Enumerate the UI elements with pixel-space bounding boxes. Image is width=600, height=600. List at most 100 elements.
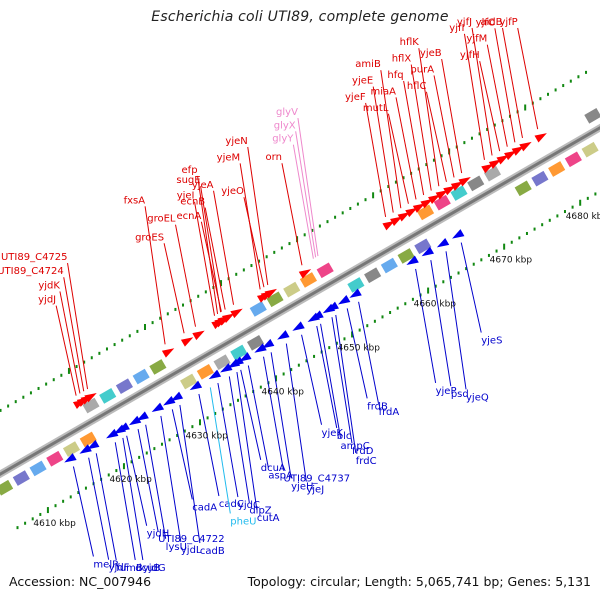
reverse-gene-leader [263,356,285,471]
tick-mark [136,329,139,333]
reverse-gene-arrow [117,422,130,432]
reverse-gene-leader [160,415,182,543]
forward-gene-arrow [260,291,274,301]
forward-gene-arrow [84,392,97,403]
tick-mark [503,243,506,250]
reverse-gene-label: blc [337,431,352,442]
gene-box [414,238,432,255]
tick-mark [282,372,285,376]
reverse-gene-arrow [254,343,267,353]
reverse-gene-leader [217,382,239,498]
tick-mark [7,404,10,408]
tick-mark [237,398,240,402]
forward-gene-arrow [382,220,395,231]
gene-box [581,141,599,158]
reverse-gene-leader [88,457,110,560]
forward-gene-arrow [390,216,403,226]
reverse-gene-leader [95,453,117,561]
reverse-gene-arrow [277,330,290,340]
reverse-gene-label: yjdL [181,545,202,556]
gene-box [46,450,64,467]
gene-box [299,272,318,288]
reverse-gene-label: yjeS [481,336,502,347]
reverse-gene-label: frdD [352,446,374,457]
reverse-gene-label: cutA [257,513,280,524]
rna-gene-label: glyX [274,120,296,131]
tick-mark [37,386,40,390]
tick-mark [204,290,207,294]
tick-mark [349,206,352,210]
forward-gene-leader [479,60,501,152]
tick-mark [548,218,551,222]
rna-gene-label: glyY [272,134,294,145]
forward-gene-leader [194,201,216,316]
tick-mark [541,223,544,227]
reverse-gene-arrow [436,237,450,248]
reverse-gene-arrow [106,428,119,439]
forward-gene-arrow [458,176,471,187]
reverse-gene-leader [415,268,437,383]
forward-gene-arrow [192,330,205,341]
gene-box [531,170,549,187]
reverse-gene-label: yjeH [291,481,313,492]
reverse-gene-arrow [292,321,305,331]
forward-gene-leader [281,163,303,266]
genome-summary-label: Topology: circular; Length: 5,065,741 bp… [247,574,591,589]
forward-gene-leader [55,305,77,396]
scale-label: 4620 kbp [109,475,152,485]
tick-mark [539,97,542,101]
reverse-gene-leader [179,404,201,544]
reverse-gene-label: aspA [268,470,293,481]
tick-mark [258,259,261,263]
tick-mark [524,104,527,111]
reverse-gene-arrow [311,310,324,320]
reverse-gene-arrow [326,301,339,312]
gene-box [467,175,485,192]
forward-gene-label: hflC [407,81,427,92]
reverse-gene-leader [301,334,323,425]
tick-mark [318,224,321,228]
tick-mark [160,442,163,446]
tick-mark [465,267,468,271]
reverse-gene-label: cadC [219,499,244,510]
tick-mark [229,403,232,407]
forward-gene-arrow [405,207,418,218]
forward-gene-arrow [435,190,449,200]
reverse-gene-arrow [87,439,100,450]
tick-mark [335,341,338,345]
reverse-gene-arrow [136,411,149,421]
reverse-gene-leader [460,242,482,333]
reverse-gene-leader [247,365,269,468]
reverse-gene-leader [445,251,467,390]
tick-mark [105,347,108,351]
reverse-gene-leader [145,424,167,539]
tick-mark [411,297,414,301]
forward-gene-label: yjeI [177,191,195,202]
tick-mark [168,438,171,442]
tick-mark [197,294,200,298]
gene-box [380,257,398,274]
reverse-gene-arrow [128,415,142,426]
tick-mark [470,136,473,140]
reverse-gene-arrow [421,246,435,257]
tick-mark [303,233,306,237]
tick-mark [280,246,283,250]
gene-box [433,194,451,211]
tick-mark [130,460,133,464]
forward-gene-label: yjeA [192,180,214,191]
forward-gene-label: yjfM [466,34,487,45]
tick-mark [440,154,443,158]
reverse-gene-arrow [151,402,165,413]
reverse-gene-leader [137,429,159,532]
forward-gene-label: efp [182,165,198,176]
tick-mark [83,360,86,364]
map-title: Escherichia coli UTI89, complete genome [151,9,449,25]
forward-gene-leader [471,27,493,156]
reverse-gene-leader [126,435,148,526]
tick-mark [556,214,559,218]
reverse-gene-arrow [170,391,184,402]
reverse-gene-arrow [220,363,233,373]
tick-mark [174,307,177,311]
scale-label: 4640 kbp [262,387,305,397]
gene-box [450,185,468,201]
